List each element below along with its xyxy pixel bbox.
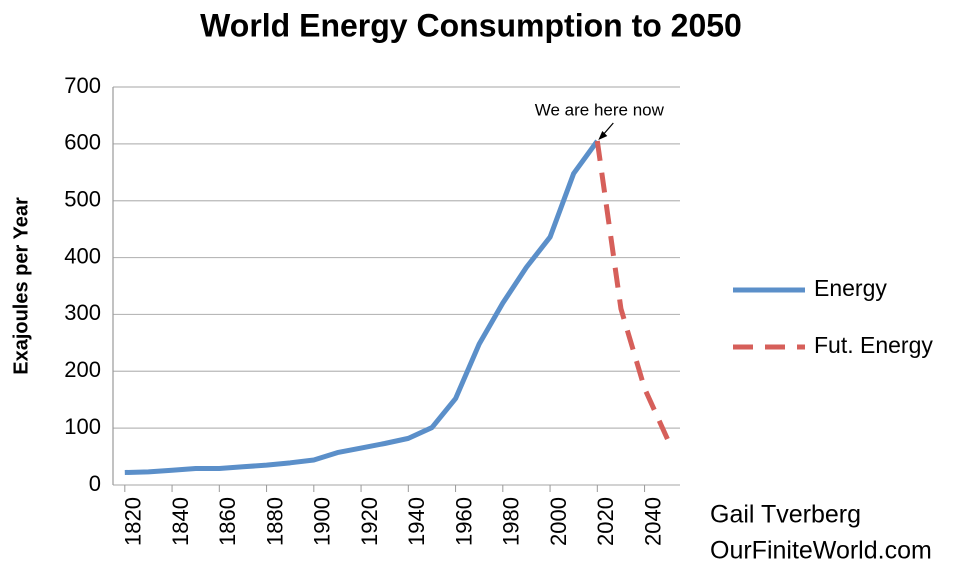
x-tick-label: 1880 (262, 497, 287, 546)
y-tick-label: 100 (64, 414, 101, 439)
y-tick-label: 700 (64, 73, 101, 98)
arrow-head (598, 131, 608, 141)
x-tick-label: 1980 (499, 497, 524, 546)
x-tick-label: 2000 (546, 497, 571, 546)
y-tick-label: 200 (64, 357, 101, 382)
x-tick-label: 1960 (451, 497, 476, 546)
legend-label: Fut. Energy (814, 332, 933, 358)
y-tick-label: 300 (64, 300, 101, 325)
y-tick-label: 500 (64, 187, 101, 212)
y-tick-label: 400 (64, 243, 101, 268)
credit: Gail Tverberg (710, 501, 861, 529)
legend-label: Energy (814, 275, 887, 301)
y-tick-label: 600 (64, 130, 101, 155)
y-axis-title: Exajoules per Year (10, 197, 32, 375)
x-tick-label: 2040 (640, 497, 665, 546)
x-tick-label: 1820 (121, 497, 146, 546)
x-tick-label: 2020 (593, 497, 618, 546)
data-line (594, 140, 671, 442)
x-tick-label: 1860 (215, 497, 240, 546)
x-tick-label: 1900 (310, 497, 335, 546)
data-line (124, 139, 600, 475)
chart-title: World Energy Consumption to 2050 (200, 7, 742, 43)
credit: OurFiniteWorld.com (710, 537, 932, 565)
x-tick-label: 1840 (168, 497, 193, 546)
y-tick-label: 0 (89, 471, 101, 496)
x-tick-label: 1920 (357, 497, 382, 546)
annotation: We are here now (535, 100, 665, 119)
x-tick-label: 1940 (404, 497, 429, 546)
